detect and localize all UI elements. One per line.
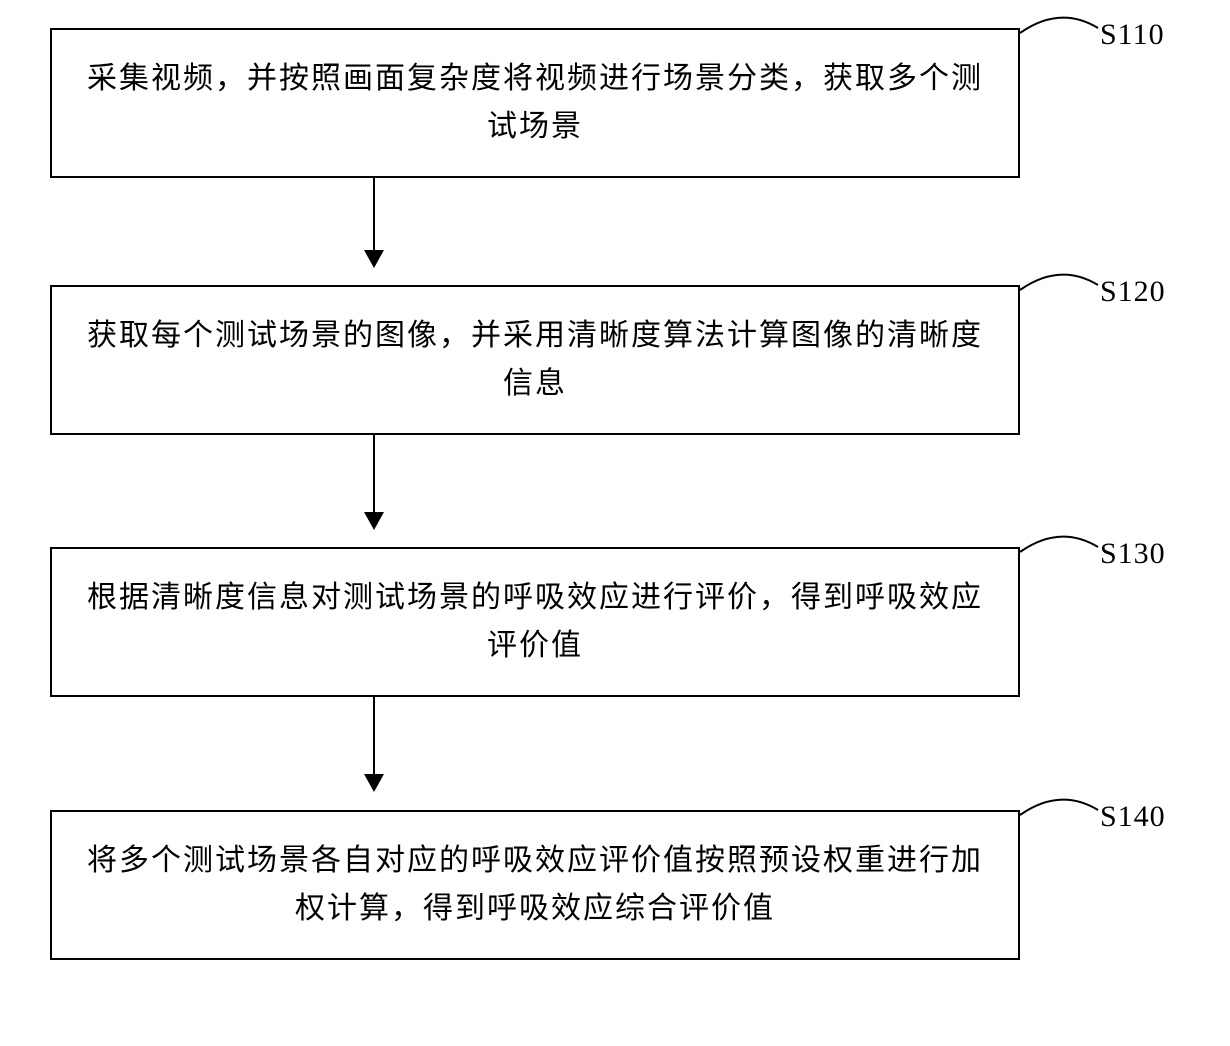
connector-s130 [1020,529,1100,569]
arrow-2 [373,435,375,528]
step-text: 获取每个测试场景的图像，并采用清晰度算法计算图像的清晰度信息 [82,312,988,408]
step-box-s110: 采集视频，并按照画面复杂度将视频进行场景分类，获取多个测试场景 [50,28,1020,178]
step-label-s120: S120 [1100,275,1166,309]
flowchart-container: 采集视频，并按照画面复杂度将视频进行场景分类，获取多个测试场景 S110 获取每… [0,0,1230,1046]
step-text: 采集视频，并按照画面复杂度将视频进行场景分类，获取多个测试场景 [82,55,988,151]
step-label-s140: S140 [1100,800,1166,834]
step-box-s130: 根据清晰度信息对测试场景的呼吸效应进行评价，得到呼吸效应评价值 [50,547,1020,697]
step-box-s120: 获取每个测试场景的图像，并采用清晰度算法计算图像的清晰度信息 [50,285,1020,435]
step-text: 将多个测试场景各自对应的呼吸效应评价值按照预设权重进行加权计算，得到呼吸效应综合… [82,837,988,933]
connector-s110 [1020,10,1100,50]
arrow-1 [373,178,375,266]
step-label-s110: S110 [1100,18,1165,52]
step-box-s140: 将多个测试场景各自对应的呼吸效应评价值按照预设权重进行加权计算，得到呼吸效应综合… [50,810,1020,960]
step-text: 根据清晰度信息对测试场景的呼吸效应进行评价，得到呼吸效应评价值 [82,574,988,670]
step-label-s130: S130 [1100,537,1166,571]
connector-s140 [1020,792,1100,832]
arrow-3 [373,697,375,790]
connector-s120 [1020,267,1100,307]
